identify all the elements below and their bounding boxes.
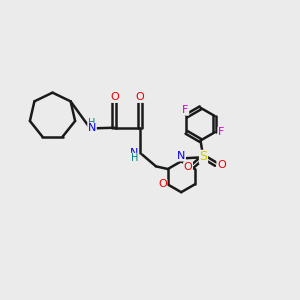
Text: O: O [110,92,119,102]
Text: N: N [130,148,138,158]
Text: O: O [217,160,226,170]
Text: F: F [182,105,189,115]
Text: O: O [184,162,192,172]
Text: N: N [177,151,185,161]
Text: N: N [88,123,96,133]
Text: O: O [135,92,144,102]
Text: S: S [200,150,208,163]
Text: F: F [218,127,224,137]
Text: O: O [158,179,167,190]
Text: H: H [88,118,96,128]
Text: H: H [130,153,138,163]
